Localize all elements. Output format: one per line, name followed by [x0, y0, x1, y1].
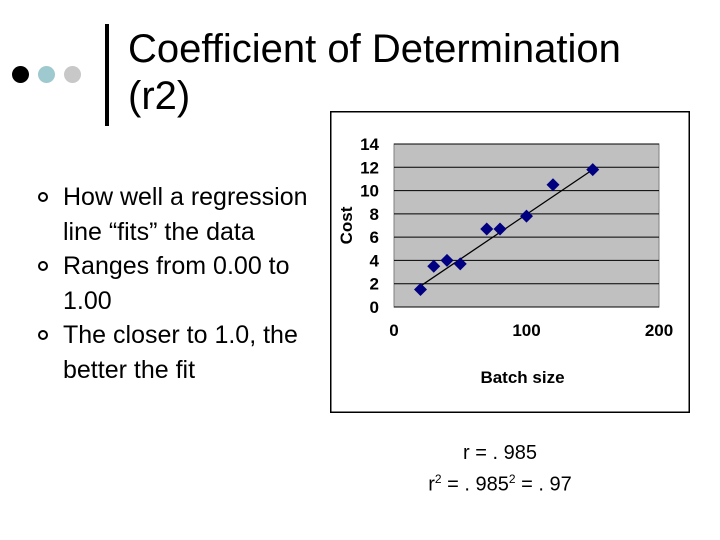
bullet-item: Ranges from 0.00 to 1.00	[38, 249, 308, 318]
data-point	[520, 209, 533, 223]
bullet-text: How well a regression line “fits” the da…	[63, 183, 308, 246]
bullet-list: How well a regression line “fits” the da…	[38, 180, 308, 387]
x-tick-labels: 0 100 200	[389, 321, 673, 340]
x-tick-label: 0	[389, 321, 398, 340]
bullet-circle-icon	[38, 330, 48, 340]
y-tick-label: 4	[370, 251, 380, 270]
r2-end: = . 97	[515, 473, 572, 496]
dot-3	[64, 66, 81, 83]
data-point	[586, 163, 600, 177]
data-point	[480, 222, 494, 236]
data-point	[427, 259, 441, 273]
y-tick-label: 10	[360, 182, 379, 201]
data-point	[546, 178, 560, 192]
y-tick-label: 14	[360, 135, 379, 154]
bullet-circle-icon	[38, 261, 48, 271]
slide-title-line-1: Coefficient of Determination	[128, 27, 621, 71]
y-tick-label: 0	[370, 298, 379, 317]
x-axis-label: Batch size	[480, 368, 564, 387]
y-tick-labels: 0 2 4 6 8 10 12 14	[360, 135, 379, 317]
y-tick-label: 2	[370, 275, 379, 294]
x-tick-label: 100	[512, 321, 540, 340]
x-tick-label: 200	[645, 321, 673, 340]
title-divider	[105, 24, 109, 126]
correlation-stats: r = . 985 r2 = . 9852 = . 97	[350, 440, 650, 498]
r2-exp-1: 2	[434, 472, 442, 486]
data-point	[414, 283, 427, 297]
data-point	[440, 253, 454, 267]
data-point	[493, 222, 507, 236]
data-points	[414, 163, 600, 297]
slide-title-line-2: (r2)	[128, 74, 191, 118]
data-point	[453, 257, 467, 271]
y-tick-label: 8	[370, 205, 379, 224]
trendline	[420, 169, 594, 287]
bullet-circle-icon	[38, 192, 48, 202]
decorative-dots	[12, 66, 81, 83]
scatter-chart: 0 2 4 6 8 10 12 14 0 100 200 Cost Batch size	[330, 111, 690, 413]
r-value: r = . 985	[463, 442, 537, 464]
r2-exp-2: 2	[508, 472, 516, 486]
y-axis-label: Cost	[337, 206, 356, 244]
dot-1	[12, 66, 29, 83]
bullet-text: Ranges from 0.00 to 1.00	[63, 252, 290, 315]
bullet-item: How well a regression line “fits” the da…	[38, 180, 308, 249]
y-tick-label: 6	[370, 228, 379, 247]
dot-2	[38, 66, 55, 83]
slide-title: Coefficient of Determination (r2)	[128, 26, 621, 120]
bullet-text: The closer to 1.0, the better the fit	[63, 321, 298, 384]
r2-r: r	[428, 473, 435, 496]
r-squared-value: r2 = . 9852 = . 97	[350, 466, 650, 498]
r2-mid: = . 985	[441, 473, 509, 496]
y-tick-label: 12	[360, 158, 379, 177]
bullet-item: The closer to 1.0, the better the fit	[38, 318, 308, 387]
plot-area	[393, 143, 660, 308]
